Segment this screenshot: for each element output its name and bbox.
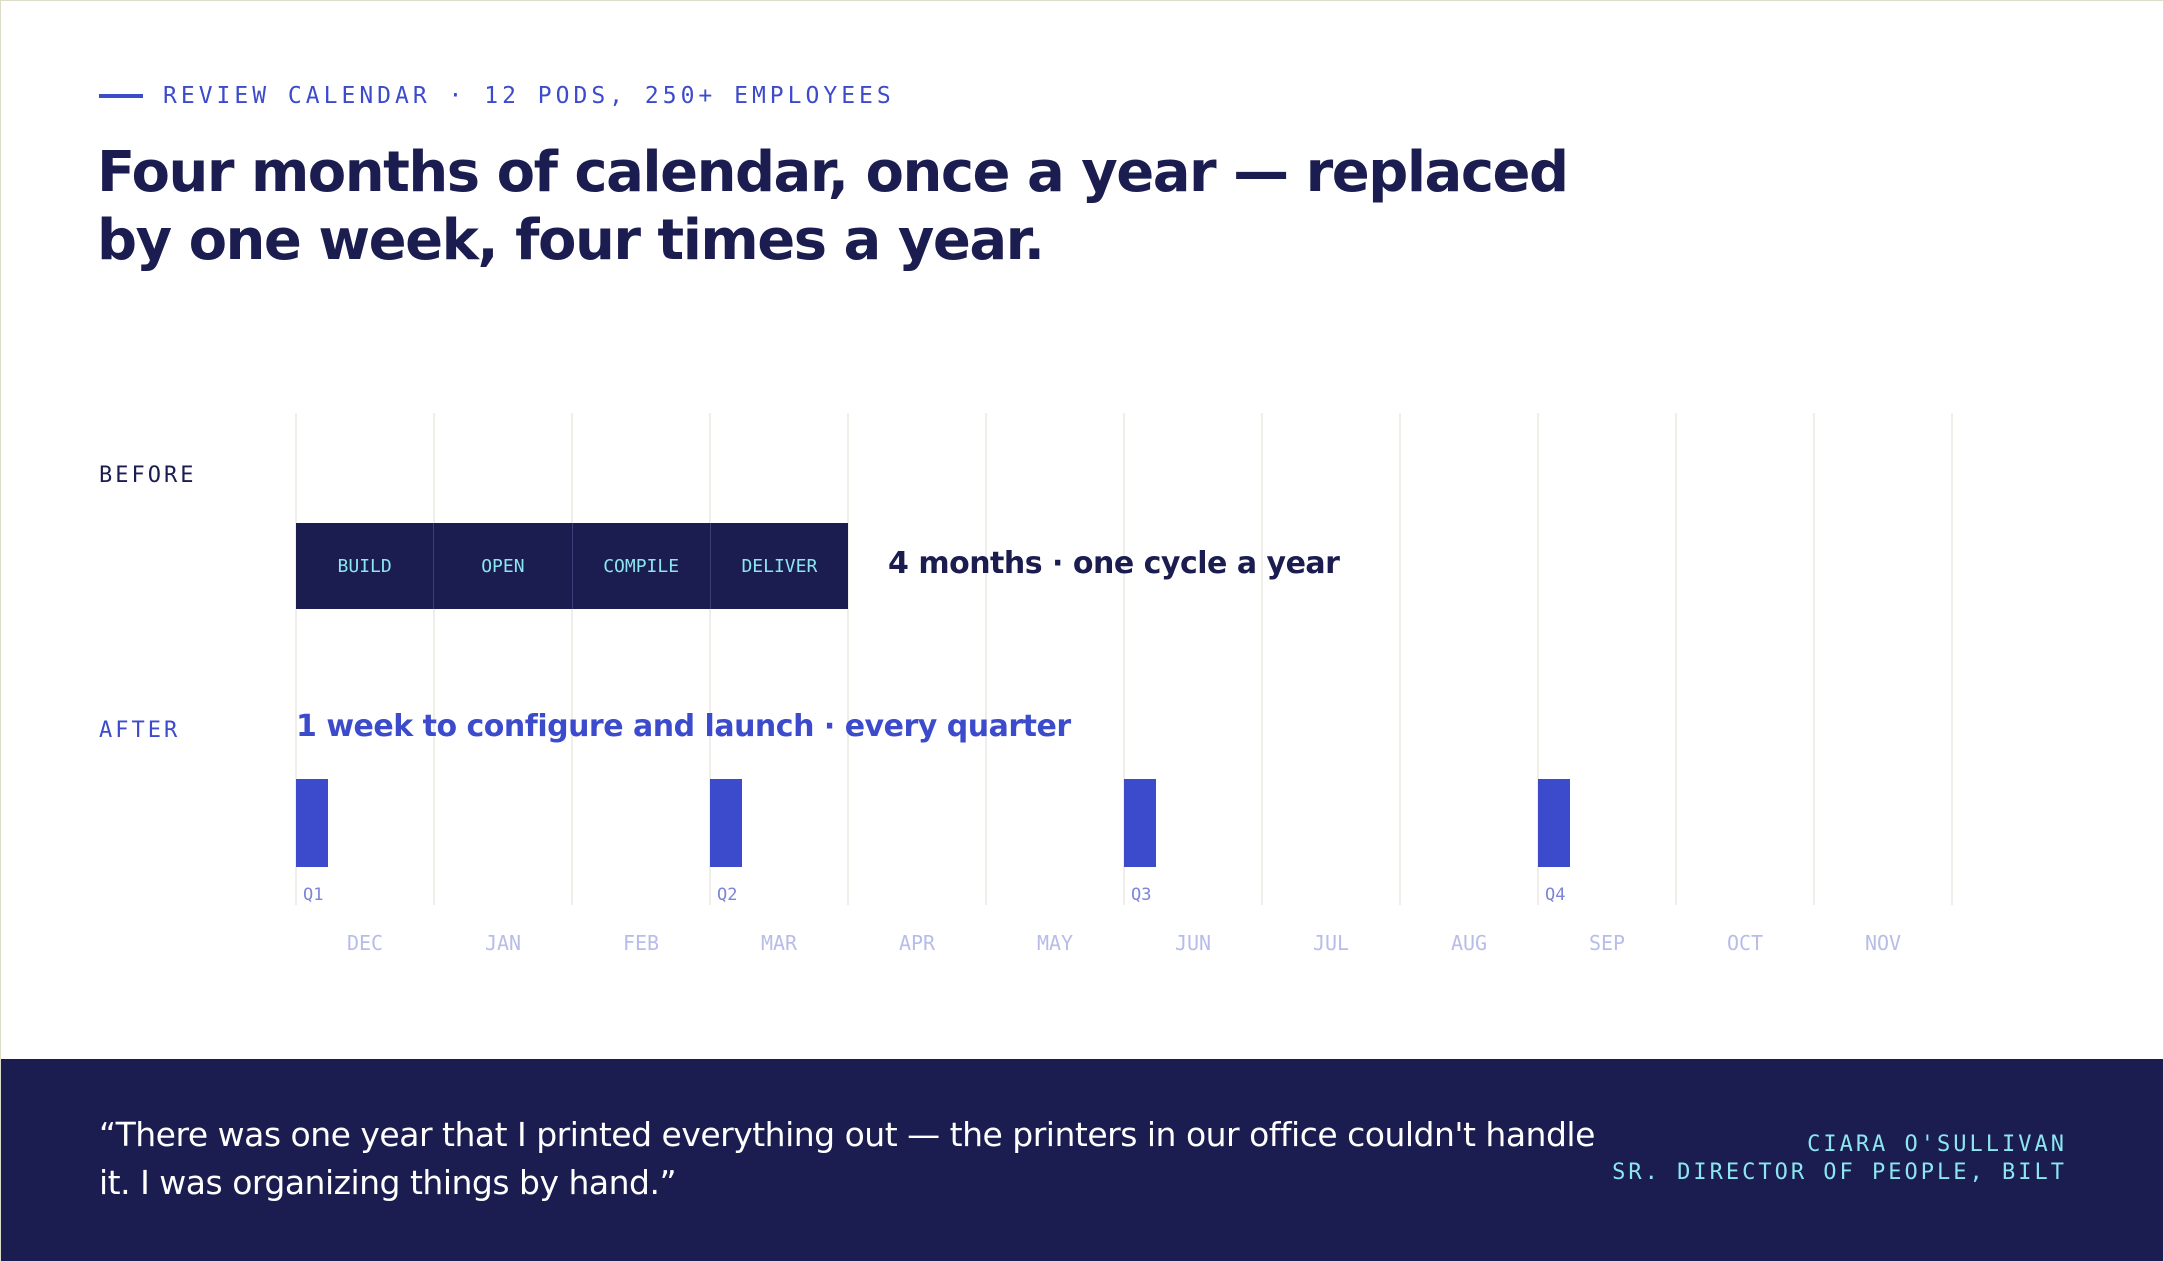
- month-gridline: [1537, 413, 1539, 905]
- month-label: JAN: [484, 931, 522, 955]
- month-label: JUL: [1312, 931, 1350, 955]
- month-label: JUN: [1174, 931, 1212, 955]
- month-gridline: [571, 413, 573, 905]
- month-label: NOV: [1864, 931, 1902, 955]
- before-caption: 4 months · one cycle a year: [888, 546, 1340, 581]
- after-caption: 1 week to configure and launch · every q…: [296, 709, 1071, 744]
- month-gridline: [1675, 413, 1677, 905]
- quarter-launch-block: [1538, 779, 1570, 867]
- quarter-label: Q1: [303, 885, 324, 905]
- month-gridline: [709, 413, 711, 905]
- headline: Four months of calendar, once a year — r…: [97, 140, 1569, 273]
- month-label: SEP: [1588, 931, 1626, 955]
- testimonial-quote: “There was one year that I printed every…: [99, 1115, 1595, 1202]
- phase-segment: BUILD: [337, 555, 392, 577]
- month-gridline: [1399, 413, 1401, 905]
- eyebrow-rule: [99, 94, 143, 98]
- quarter-launch-block: [296, 779, 328, 867]
- month-gridline: [1951, 413, 1953, 905]
- eyebrow: REVIEW CALENDAR · 12 PODS, 250+ EMPLOYEE…: [99, 83, 895, 109]
- month-gridline: [433, 413, 435, 905]
- month-gridline: [1261, 413, 1263, 905]
- before-row-label: BEFORE: [99, 463, 197, 488]
- month-gridline: [985, 413, 987, 905]
- phase-segment: DELIVER: [709, 523, 848, 609]
- quarter-label: Q2: [717, 885, 738, 905]
- month-label: MAY: [1036, 931, 1074, 955]
- phase-segment: OPEN: [433, 523, 571, 609]
- phase-segment: COMPILE: [571, 523, 710, 609]
- month-gridline: [1123, 413, 1125, 905]
- month-label: OCT: [1726, 931, 1764, 955]
- quarter-launch-block: [710, 779, 742, 867]
- month-label: AUG: [1450, 931, 1488, 955]
- month-gridline: [1813, 413, 1815, 905]
- month-label: FEB: [622, 931, 660, 955]
- month-label: APR: [898, 931, 936, 955]
- quarter-label: Q3: [1131, 885, 1152, 905]
- quote-footer: “There was one year that I printed every…: [1, 1059, 2163, 1261]
- attribution-name: CIARA O'SULLIVAN: [1807, 1132, 2067, 1157]
- eyebrow-text: REVIEW CALENDAR · 12 PODS, 250+ EMPLOYEE…: [163, 83, 895, 109]
- month-label: MAR: [760, 931, 798, 955]
- calendar-timeline: BUILD OPEN COMPILE DELIVER 4 months · one c…: [295, 413, 1953, 955]
- before-cycle-bar: BUILD OPEN COMPILE DELIVER: [296, 523, 848, 609]
- quarter-launch-block: [1124, 779, 1156, 867]
- month-gridline: [847, 413, 849, 905]
- month-gridline: [295, 413, 297, 905]
- quarter-label: Q4: [1545, 885, 1566, 905]
- after-row-label: AFTER: [99, 718, 181, 743]
- quote-attribution: CIARA O'SULLIVAN SR. DIRECTOR OF PEOPLE,…: [1612, 1131, 2067, 1187]
- month-label: DEC: [346, 931, 384, 955]
- attribution-title: SR. DIRECTOR OF PEOPLE, BILT: [1612, 1160, 2067, 1185]
